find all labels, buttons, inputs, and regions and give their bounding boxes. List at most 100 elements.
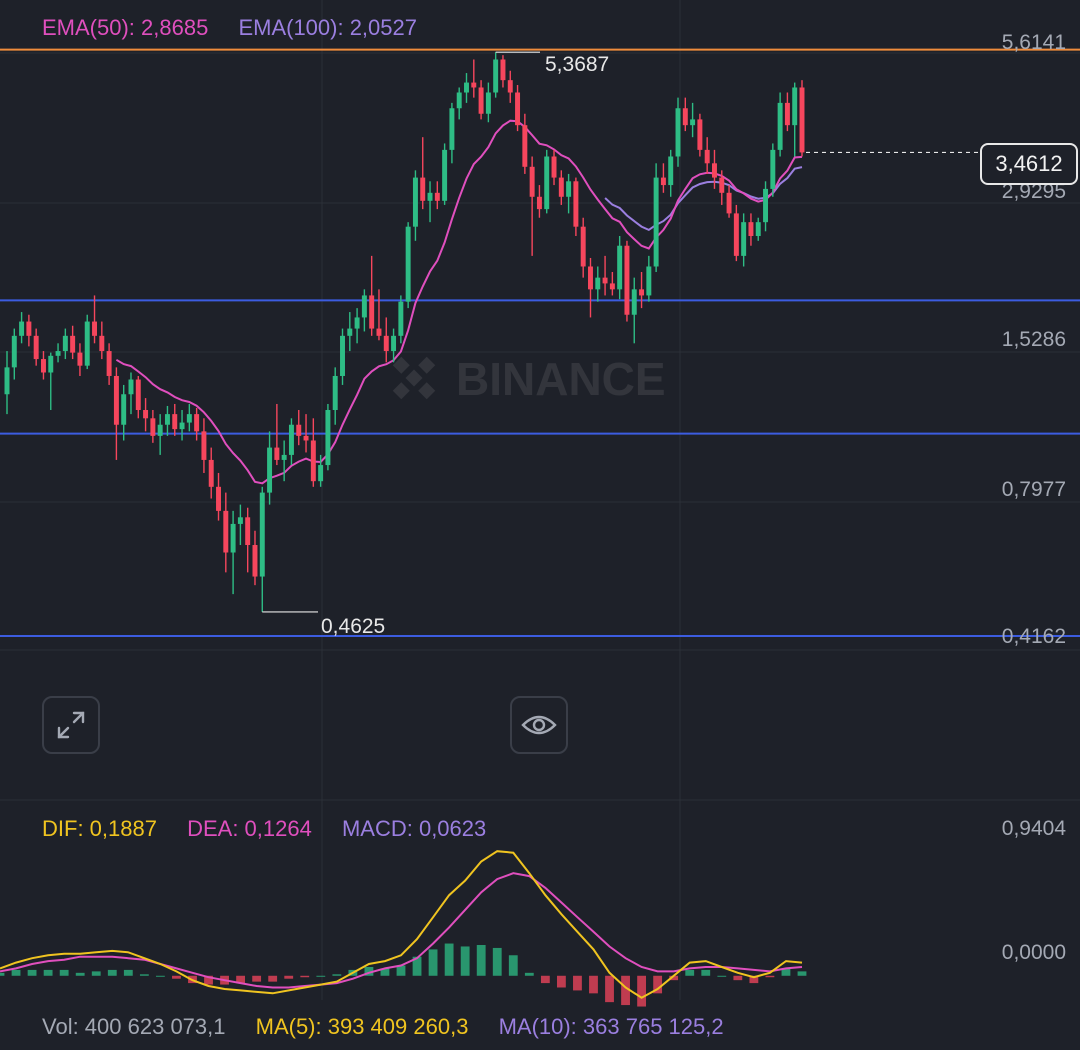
candle-body [340, 335, 345, 376]
candle [208, 447, 214, 499]
candle-body [4, 367, 10, 395]
candle-body [668, 156, 674, 186]
candle-body [121, 394, 127, 425]
candle [383, 317, 389, 363]
candle [274, 403, 280, 466]
candle-body [485, 92, 491, 114]
candle [420, 137, 426, 210]
price-axis-label: 2,9295 [1001, 180, 1066, 203]
candle [106, 343, 112, 385]
ema-legend: EMA(50): 2,8685 EMA(100): 2,0527 [42, 15, 441, 41]
candle-body [478, 87, 484, 114]
macd-histogram-bar [27, 969, 37, 976]
candle [449, 102, 455, 164]
candle-body [347, 328, 353, 336]
candle-body [449, 108, 455, 150]
candle-body [398, 301, 404, 336]
candle [361, 289, 367, 332]
candle-body [558, 177, 564, 197]
candle [186, 403, 192, 432]
candle [544, 149, 550, 214]
candle [711, 149, 717, 189]
candle [704, 137, 710, 174]
candle-body [412, 177, 418, 227]
candle [40, 351, 46, 380]
candle [325, 403, 331, 471]
candle-body [332, 375, 338, 411]
candle-body [383, 335, 389, 352]
expand-button[interactable] [42, 696, 100, 754]
current-price-tag[interactable]: 3,4612 [980, 143, 1078, 185]
macd-histogram-bar [316, 975, 326, 977]
candle [726, 185, 732, 218]
candle-body [434, 192, 440, 201]
candle [485, 82, 491, 123]
candle-body [150, 418, 156, 436]
candle-body [471, 82, 477, 88]
candle [522, 113, 528, 174]
candle [660, 163, 666, 193]
macd-histogram-bar [91, 971, 101, 976]
candle-body [55, 351, 61, 356]
candle [179, 410, 185, 441]
candle-body [456, 92, 462, 109]
candle-body [223, 510, 229, 553]
candle-body [544, 156, 550, 210]
macd-histogram-bar [300, 975, 310, 978]
candle [478, 80, 484, 120]
macd-histogram-bar [492, 947, 502, 976]
macd-histogram-bar [733, 975, 743, 981]
candle-body [697, 119, 703, 150]
candle-body [48, 355, 54, 373]
candle [19, 312, 25, 344]
candle-body [719, 177, 725, 193]
candle-body [303, 435, 309, 441]
candle-body [318, 465, 324, 482]
candle [391, 328, 397, 363]
horizontal-lines[interactable] [0, 48, 1080, 637]
candle-body [660, 177, 666, 186]
candle [442, 143, 448, 205]
candle [434, 181, 440, 210]
candle-body [252, 545, 258, 577]
macd-histogram-bar [685, 969, 695, 976]
macd-histogram-bar [605, 975, 614, 1003]
candle [172, 403, 178, 436]
candle [529, 156, 535, 256]
candle [733, 204, 739, 262]
candle-body [296, 424, 302, 436]
candle-body [237, 517, 243, 524]
macd-histogram-bar [653, 975, 663, 994]
candle [566, 173, 572, 214]
candle-body [391, 335, 397, 352]
ema50-label: EMA(50): 2,8685 [42, 15, 209, 40]
candle-body [690, 119, 696, 126]
macd-histogram-bar [412, 956, 422, 976]
candle [201, 418, 207, 473]
macd-histogram-bar [573, 975, 582, 991]
macd-histogram-bar [621, 975, 630, 1006]
candle [150, 410, 156, 443]
candle [354, 308, 360, 344]
macd-histogram-bar [332, 974, 342, 976]
candle [770, 143, 776, 197]
candle-body [274, 447, 280, 460]
candle [690, 102, 696, 138]
candle-body [624, 245, 630, 315]
candle [4, 351, 10, 415]
candle-body [267, 447, 273, 493]
macd-histogram-bar [460, 946, 470, 976]
macd-histogram-bar [524, 972, 534, 976]
candle [223, 492, 229, 573]
candle-body [536, 196, 542, 210]
macd-histogram-bar [781, 968, 791, 976]
candle [92, 295, 98, 344]
candle-body [711, 163, 717, 178]
visibility-button[interactable] [510, 696, 568, 754]
candle-body [741, 222, 747, 256]
macd-histogram-bar [476, 945, 486, 976]
candle [121, 384, 127, 441]
candle [456, 87, 462, 120]
candle-body [507, 80, 513, 93]
